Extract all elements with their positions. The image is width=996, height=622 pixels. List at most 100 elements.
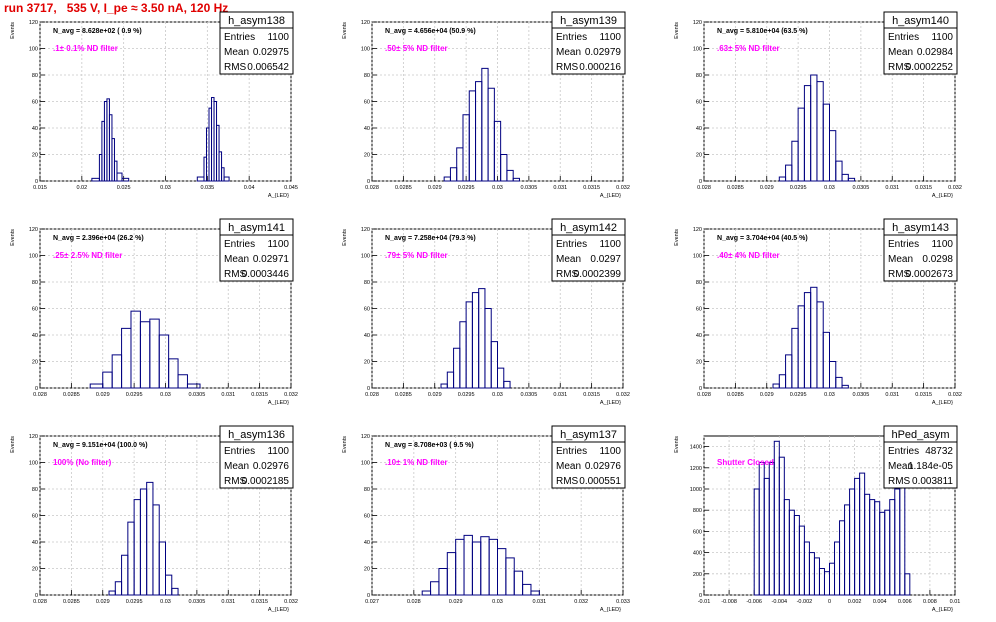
- x-tick-label: -0.006: [746, 599, 762, 605]
- histogram-bin: [490, 341, 499, 389]
- y-tick-label: 40: [364, 333, 370, 339]
- x-tick-label: 0.029: [428, 185, 442, 191]
- x-tick-label: 0.0295: [790, 392, 807, 398]
- stat-value: 1100: [267, 32, 289, 43]
- stat-label: Mean: [224, 254, 249, 265]
- stat-label: RMS: [888, 476, 911, 487]
- y-tick-label: 100: [693, 254, 702, 260]
- histogram-panel-h_asym137: 0.027 0.028 0.029 0.03 0.031 0.032 0.033 0 20 40 6…: [342, 425, 630, 613]
- y-tick-label: 20: [32, 360, 38, 366]
- x-tick-label: 0.028: [407, 599, 421, 605]
- stats-box: [551, 425, 626, 489]
- x-tick-label: -0.01: [698, 599, 711, 605]
- histogram-panel-h_asym141: 0.028 0.0285 0.029 0.0295 0.03 0.0305 0.031 0.0…: [10, 218, 298, 406]
- x-tick-label: 0.03: [492, 185, 503, 191]
- y-tick-label: 0: [367, 179, 370, 185]
- navg-label: N_avg = 3.704e+04 (40.5 %): [717, 235, 808, 242]
- stat-value: 1100: [931, 239, 953, 250]
- filter-label: .63± 5% ND filter: [717, 44, 780, 53]
- x-tick-label: 0.0305: [852, 185, 869, 191]
- y-tick-label: 40: [696, 126, 702, 132]
- stat-value: 0.02971: [253, 254, 290, 265]
- x-axis-title: A_{LED}: [600, 607, 621, 613]
- y-axis-title: Events: [10, 229, 16, 246]
- x-tick-label: 0.0285: [727, 185, 744, 191]
- stat-label: Entries: [224, 239, 255, 250]
- y-tick-label: 20: [364, 153, 370, 159]
- histogram-bin: [500, 154, 508, 182]
- x-tick-label: 0.029: [96, 392, 110, 398]
- x-tick-label: 0.0285: [395, 185, 412, 191]
- y-tick-label: 0: [367, 386, 370, 392]
- stat-value: 0.02976: [585, 461, 622, 472]
- stats-box: [551, 218, 626, 282]
- x-tick-label: 0.002: [848, 599, 862, 605]
- x-axis-title: A_{LED}: [600, 400, 621, 406]
- x-tick-label: 0.03: [492, 599, 503, 605]
- y-tick-label: 800: [693, 508, 702, 514]
- x-tick-label: 0.025: [117, 185, 131, 191]
- x-tick-label: 0.0295: [126, 392, 143, 398]
- stat-label: RMS: [556, 269, 579, 280]
- stat-value: 0.003811: [912, 476, 953, 487]
- histogram-name: h_asym139: [560, 15, 617, 27]
- stat-label: Mean: [556, 47, 581, 58]
- filter-label: .10± 1% ND filter: [385, 458, 448, 467]
- histogram-panel-h_asym140: 0.028 0.0285 0.029 0.0295 0.03 0.0305 0.031 0.0…: [674, 11, 962, 199]
- y-tick-label: 20: [364, 360, 370, 366]
- x-tick-label: 0.028: [697, 185, 711, 191]
- histogram-panel-h_asym138: 0.015 0.02 0.025 0.03 0.035 0.04 0.045 0 20 40 60 8…: [10, 11, 298, 199]
- x-axis-title: A_{LED}: [932, 607, 953, 613]
- histogram-bin: [116, 172, 123, 182]
- x-tick-label: 0.028: [365, 185, 379, 191]
- histogram-bin: [522, 583, 532, 596]
- y-axis-title: Events: [342, 22, 348, 39]
- histogram-bin: [168, 358, 179, 389]
- y-tick-label: 80: [32, 487, 38, 493]
- stat-label: RMS: [888, 62, 911, 73]
- navg-label: N_avg = 8.628e+02 ( 0.9 %): [53, 28, 142, 35]
- y-tick-label: 100: [361, 47, 370, 53]
- y-tick-label: 100: [29, 254, 38, 260]
- histogram-bin: [111, 138, 115, 182]
- stat-label: Mean: [556, 254, 581, 265]
- stats-box: [219, 425, 294, 489]
- histogram-bin: [177, 374, 188, 389]
- stat-value: 0.02976: [253, 461, 290, 472]
- navg-label: N_avg = 7.258e+04 (79.3 %): [385, 235, 476, 242]
- y-tick-label: 80: [32, 73, 38, 79]
- y-tick-label: 20: [696, 153, 702, 159]
- stat-value: 0.0003446: [242, 269, 290, 280]
- x-tick-label: 0.031: [553, 185, 567, 191]
- histogram-bin: [186, 383, 201, 389]
- y-tick-label: 400: [693, 551, 702, 557]
- x-tick-label: 0.02: [76, 185, 87, 191]
- y-tick-label: 120: [29, 434, 38, 440]
- y-tick-label: 80: [32, 280, 38, 286]
- filter-label: .25± 2.5% ND filter: [53, 251, 122, 260]
- y-tick-label: 120: [29, 20, 38, 26]
- x-tick-label: 0: [828, 599, 831, 605]
- filter-label: .79± 5% ND filter: [385, 251, 448, 260]
- stats-box: [219, 218, 294, 282]
- histogram-bin: [530, 590, 540, 596]
- y-tick-label: 100: [361, 254, 370, 260]
- x-tick-label: 0.0315: [915, 185, 932, 191]
- x-tick-label: 0.032: [948, 392, 962, 398]
- y-tick-label: 60: [32, 100, 38, 106]
- navg-label: N_avg = 2.396e+04 (26.2 %): [53, 235, 144, 242]
- histogram-bin: [223, 176, 230, 182]
- y-tick-label: 60: [32, 307, 38, 313]
- y-tick-label: 40: [364, 540, 370, 546]
- histogram-bin: [158, 541, 167, 596]
- x-tick-label: 0.028: [697, 392, 711, 398]
- y-tick-label: 40: [32, 333, 38, 339]
- y-tick-label: 20: [364, 567, 370, 573]
- stat-label: Mean: [224, 47, 249, 58]
- y-tick-label: 0: [35, 179, 38, 185]
- stat-label: Mean: [888, 254, 913, 265]
- stats-box: [883, 11, 958, 75]
- histogram-bin: [121, 177, 130, 182]
- x-tick-label: 0.0295: [790, 185, 807, 191]
- y-tick-label: 100: [29, 461, 38, 467]
